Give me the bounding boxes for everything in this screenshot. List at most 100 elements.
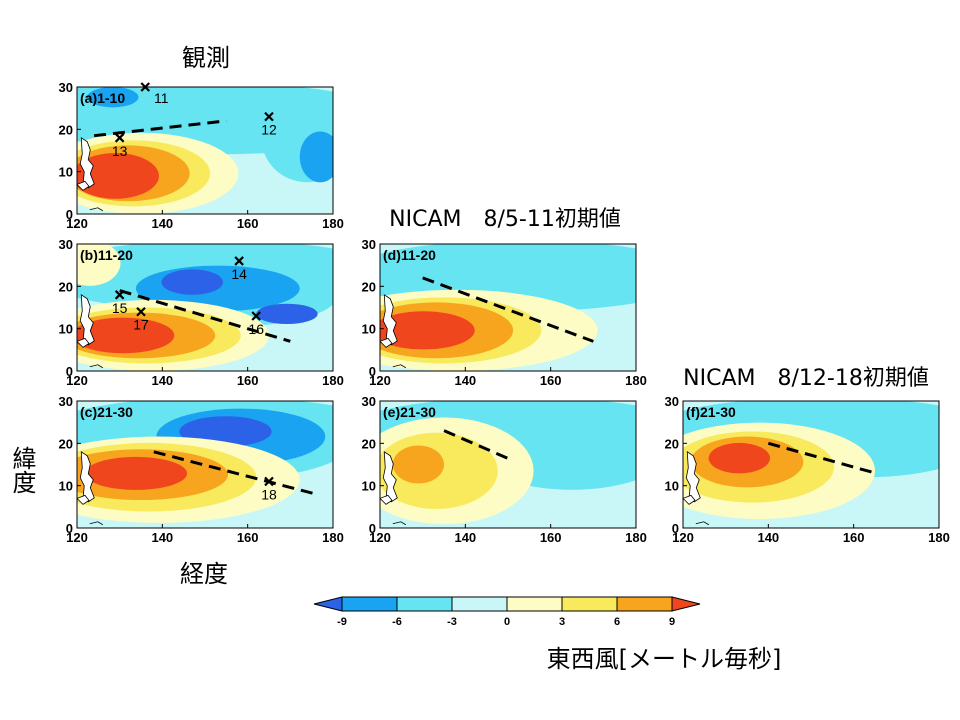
colorbar-title: 東西風[メートル毎秒] bbox=[547, 645, 782, 673]
lon-tick-label: 180 bbox=[625, 373, 647, 388]
coastline bbox=[79, 451, 95, 503]
panel-frame bbox=[76, 86, 334, 215]
lat-tick-label: 30 bbox=[59, 237, 73, 252]
lat-tick-label: 30 bbox=[665, 394, 679, 409]
lat-tick-label: 0 bbox=[672, 521, 679, 536]
typhoon-number: 16 bbox=[248, 321, 264, 337]
colorbar-max-arrow bbox=[671, 596, 701, 612]
lat-tick-label: 10 bbox=[665, 479, 679, 494]
coastline bbox=[392, 521, 407, 526]
lon-tick-label: 180 bbox=[625, 530, 647, 545]
lat-tick-label: 0 bbox=[66, 364, 73, 379]
panel-f-field bbox=[683, 401, 939, 528]
panel-frame bbox=[682, 400, 940, 529]
lon-tick-label: 140 bbox=[151, 216, 173, 231]
panel-a: (a)1-10 120 140 160 180 0 10 20 30 11 12 13 bbox=[59, 80, 344, 231]
nicam-b-title: NICAM 8/12-18初期値 bbox=[683, 366, 929, 391]
lon-tick-label: 180 bbox=[928, 530, 950, 545]
coastline bbox=[380, 337, 393, 348]
colorbar-label: -3 bbox=[447, 616, 457, 628]
typhoon-number: 12 bbox=[261, 122, 277, 138]
typhoon-number: 13 bbox=[112, 143, 128, 159]
typhoon-number: 17 bbox=[133, 317, 149, 333]
panel-label: (b)11-20 bbox=[80, 247, 133, 263]
trough-line bbox=[153, 450, 317, 496]
coastline bbox=[79, 137, 95, 189]
panel-label: (d)11-20 bbox=[383, 247, 436, 263]
panel-b: (b)11-20 120 140 160 180 0 10 20 30 14 15 17 16 bbox=[59, 237, 344, 388]
lon-tick-label: 140 bbox=[151, 373, 173, 388]
x-mark bbox=[264, 111, 274, 122]
panel-frame bbox=[76, 243, 334, 372]
coastline bbox=[380, 494, 393, 505]
coastline bbox=[77, 337, 90, 348]
panel-c: (c)21-30 120 140 160 180 0 10 20 30 18 bbox=[59, 394, 344, 545]
trough-line bbox=[93, 119, 227, 138]
colorbar-segment bbox=[561, 596, 618, 612]
lon-tick-label: 120 bbox=[66, 216, 88, 231]
lon-tick-label: 180 bbox=[322, 216, 344, 231]
typhoon-number: 18 bbox=[261, 486, 277, 502]
lon-tick-label: 120 bbox=[66, 530, 88, 545]
typhoon-marker: 15 bbox=[112, 290, 128, 316]
typhoon-marker: 11 bbox=[140, 82, 169, 106]
colorbar-label: -9 bbox=[337, 616, 347, 628]
x-mark bbox=[140, 82, 151, 92]
panel-a-field bbox=[77, 87, 333, 214]
coastline bbox=[382, 294, 398, 346]
panel-e: (e)21-30 120 140 160 180 0 10 20 30 bbox=[362, 394, 647, 545]
x-mark bbox=[114, 133, 125, 143]
lon-tick-label: 140 bbox=[454, 373, 476, 388]
colorbar: -9 -6 -3 0 3 6 9 bbox=[313, 596, 701, 628]
lat-tick-label: 20 bbox=[665, 436, 679, 451]
lat-tick-label: 0 bbox=[66, 207, 73, 222]
lon-tick-label: 140 bbox=[151, 530, 173, 545]
coastline bbox=[79, 294, 95, 346]
panel-frame bbox=[379, 243, 637, 372]
lat-tick-label: 30 bbox=[59, 394, 73, 409]
lon-tick-label: 180 bbox=[322, 530, 344, 545]
panel-frame bbox=[76, 400, 334, 529]
trough-line bbox=[443, 429, 513, 462]
colorbar-segment bbox=[506, 596, 563, 612]
typhoon-marker: 13 bbox=[112, 133, 128, 159]
coastline bbox=[77, 180, 90, 191]
lon-tick-label: 120 bbox=[672, 530, 694, 545]
lon-tick-label: 140 bbox=[454, 530, 476, 545]
lat-tick-label: 30 bbox=[362, 394, 376, 409]
coastline bbox=[683, 494, 696, 505]
coastline bbox=[382, 451, 398, 503]
colorbar-min-arrow bbox=[313, 596, 343, 612]
trough-line bbox=[119, 289, 291, 343]
panel-e-field bbox=[380, 401, 636, 528]
colorbar-label: 0 bbox=[504, 616, 510, 628]
lat-tick-label: 20 bbox=[59, 279, 73, 294]
coastline bbox=[695, 521, 710, 526]
colorbar-segment bbox=[616, 596, 673, 612]
x-mark bbox=[251, 311, 261, 321]
typhoon-number: 11 bbox=[154, 90, 169, 106]
panel-label: (a)1-10 bbox=[80, 90, 125, 106]
coastline bbox=[77, 494, 90, 505]
coastline bbox=[392, 364, 407, 369]
lat-tick-label: 20 bbox=[59, 122, 73, 137]
lon-tick-label: 160 bbox=[540, 373, 562, 388]
lat-tick-label: 10 bbox=[59, 165, 73, 180]
panel-c-field bbox=[77, 401, 333, 528]
lon-tick-label: 160 bbox=[237, 216, 259, 231]
lon-tick-label: 120 bbox=[369, 530, 391, 545]
lat-tick-label: 0 bbox=[369, 521, 376, 536]
colorbar-segment bbox=[451, 596, 508, 612]
lat-tick-label: 0 bbox=[66, 521, 73, 536]
panel-d-field bbox=[380, 244, 636, 371]
lat-tick-label: 10 bbox=[59, 479, 73, 494]
nicam-a-title: NICAM 8/5-11初期値 bbox=[389, 207, 621, 232]
obs-title: 観測 bbox=[182, 44, 230, 72]
colorbar-label: 3 bbox=[559, 616, 565, 628]
lon-tick-label: 160 bbox=[237, 373, 259, 388]
lat-tick-label: 30 bbox=[362, 237, 376, 252]
trough-line bbox=[422, 276, 594, 343]
panel-label: (c)21-30 bbox=[80, 404, 133, 420]
